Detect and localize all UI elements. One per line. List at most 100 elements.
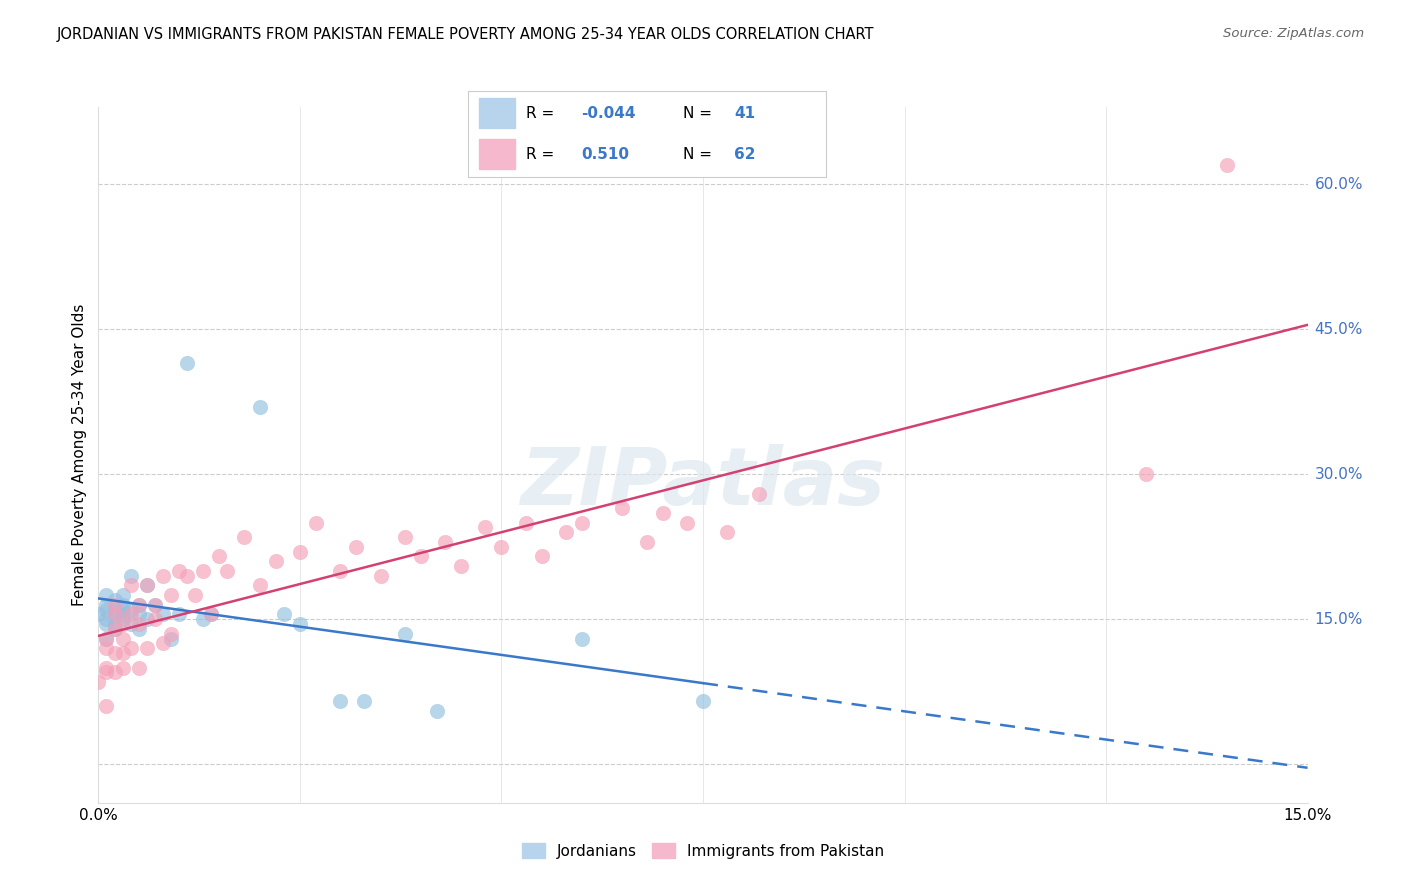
Point bbox=[167, 607, 190, 622]
Text: R =: R = bbox=[526, 147, 554, 161]
Point bbox=[273, 607, 295, 622]
Point bbox=[208, 549, 231, 564]
Point bbox=[96, 660, 118, 674]
Point bbox=[96, 612, 118, 626]
Point bbox=[103, 665, 125, 680]
Point bbox=[450, 559, 472, 574]
Point bbox=[288, 544, 311, 558]
Point bbox=[571, 632, 593, 646]
Point bbox=[176, 568, 198, 582]
Point bbox=[135, 612, 157, 626]
Point bbox=[636, 535, 658, 549]
Point bbox=[329, 694, 352, 708]
Point bbox=[143, 598, 166, 612]
Point bbox=[530, 549, 553, 564]
Text: N =: N = bbox=[683, 147, 713, 161]
Point bbox=[571, 516, 593, 530]
Point bbox=[120, 578, 142, 592]
FancyBboxPatch shape bbox=[478, 139, 515, 169]
Point bbox=[96, 699, 118, 714]
Point bbox=[111, 646, 134, 660]
Point bbox=[135, 641, 157, 656]
Legend: Jordanians, Immigrants from Pakistan: Jordanians, Immigrants from Pakistan bbox=[516, 837, 890, 864]
Point bbox=[160, 632, 183, 646]
Point bbox=[135, 578, 157, 592]
Point bbox=[103, 607, 125, 622]
Point bbox=[128, 607, 150, 622]
Point bbox=[128, 598, 150, 612]
Point bbox=[555, 525, 578, 540]
Point bbox=[491, 540, 513, 554]
Text: 60.0%: 60.0% bbox=[1315, 177, 1362, 192]
Text: 0.510: 0.510 bbox=[581, 147, 628, 161]
Point bbox=[111, 612, 134, 626]
Point bbox=[143, 612, 166, 626]
Point bbox=[612, 501, 634, 516]
Point bbox=[96, 617, 118, 632]
Point bbox=[96, 641, 118, 656]
Point bbox=[111, 632, 134, 646]
Point bbox=[128, 660, 150, 674]
Point bbox=[103, 598, 125, 612]
Point bbox=[1135, 467, 1157, 482]
Point bbox=[111, 602, 134, 616]
Point bbox=[120, 607, 142, 622]
Point bbox=[305, 516, 328, 530]
FancyBboxPatch shape bbox=[478, 98, 515, 128]
Point bbox=[184, 588, 207, 602]
Point bbox=[515, 516, 537, 530]
Point bbox=[152, 568, 174, 582]
Point bbox=[249, 578, 271, 592]
Point bbox=[264, 554, 287, 568]
Point bbox=[394, 626, 416, 640]
Point bbox=[200, 607, 222, 622]
Text: ZIPatlas: ZIPatlas bbox=[520, 443, 886, 522]
Point bbox=[103, 592, 125, 607]
Point bbox=[103, 646, 125, 660]
Text: R =: R = bbox=[526, 106, 554, 120]
Point bbox=[128, 617, 150, 632]
Point bbox=[128, 622, 150, 636]
Point bbox=[103, 622, 125, 636]
Text: 15.0%: 15.0% bbox=[1315, 612, 1362, 627]
Point bbox=[160, 626, 183, 640]
Text: JORDANIAN VS IMMIGRANTS FROM PAKISTAN FEMALE POVERTY AMONG 25-34 YEAR OLDS CORRE: JORDANIAN VS IMMIGRANTS FROM PAKISTAN FE… bbox=[56, 27, 873, 42]
Point bbox=[135, 578, 157, 592]
Point bbox=[120, 602, 142, 616]
Point bbox=[103, 622, 125, 636]
Point bbox=[426, 704, 449, 718]
Point bbox=[370, 568, 392, 582]
Point bbox=[120, 617, 142, 632]
Point bbox=[167, 564, 190, 578]
Point bbox=[103, 607, 125, 622]
FancyBboxPatch shape bbox=[468, 91, 825, 177]
Point bbox=[217, 564, 239, 578]
Point bbox=[96, 632, 118, 646]
Point bbox=[288, 617, 311, 632]
Text: N =: N = bbox=[683, 106, 713, 120]
Text: 45.0%: 45.0% bbox=[1315, 322, 1362, 337]
Text: Source: ZipAtlas.com: Source: ZipAtlas.com bbox=[1223, 27, 1364, 40]
Y-axis label: Female Poverty Among 25-34 Year Olds: Female Poverty Among 25-34 Year Olds bbox=[72, 304, 87, 606]
Point bbox=[111, 660, 134, 674]
Point bbox=[96, 665, 118, 680]
Point bbox=[152, 636, 174, 650]
Point bbox=[692, 694, 714, 708]
Point bbox=[716, 525, 738, 540]
Point bbox=[329, 564, 352, 578]
Point bbox=[96, 588, 118, 602]
Point bbox=[474, 520, 496, 534]
Point bbox=[96, 602, 118, 616]
Point bbox=[111, 588, 134, 602]
Point bbox=[120, 641, 142, 656]
Point bbox=[103, 617, 125, 632]
Point bbox=[87, 607, 110, 622]
Point bbox=[120, 568, 142, 582]
Point bbox=[344, 540, 367, 554]
Point bbox=[111, 607, 134, 622]
Point bbox=[676, 516, 699, 530]
Point bbox=[96, 598, 118, 612]
Text: -0.044: -0.044 bbox=[581, 106, 636, 120]
Point bbox=[128, 598, 150, 612]
Point bbox=[111, 617, 134, 632]
